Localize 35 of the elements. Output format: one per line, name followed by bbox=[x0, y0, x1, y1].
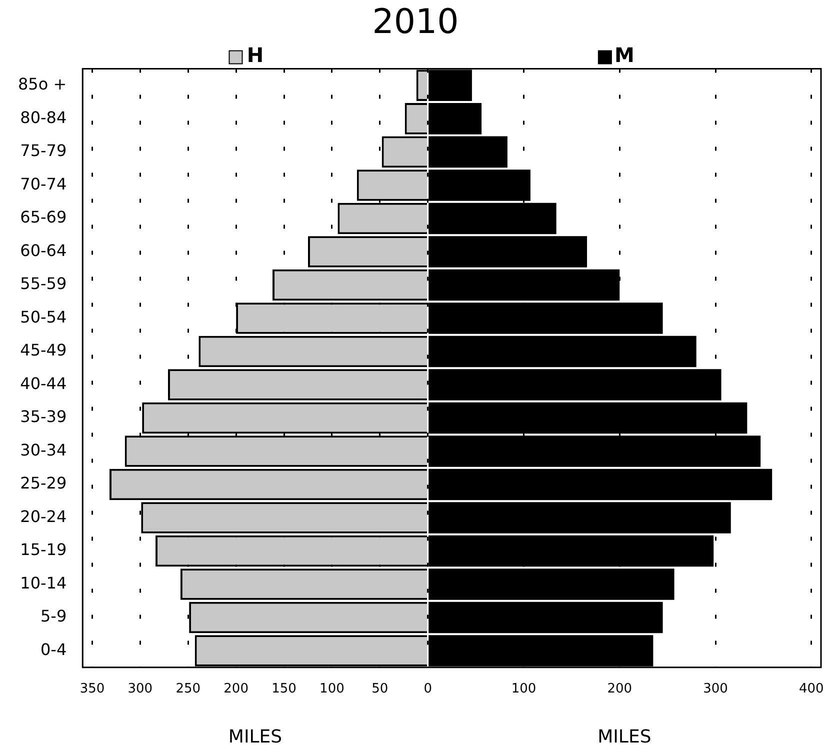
y-tick-label: 10-14 bbox=[20, 573, 67, 592]
x-tick-label: 200 bbox=[607, 682, 632, 697]
x-tick-label: 200 bbox=[224, 682, 248, 697]
y-tick-label: 20-24 bbox=[20, 506, 67, 526]
y-tick-label: 15-19 bbox=[20, 540, 67, 560]
x-tick-label: 400 bbox=[798, 682, 824, 697]
y-tick-label: 35-39 bbox=[20, 407, 67, 426]
x-tick-label: 100 bbox=[320, 682, 344, 697]
x-axis-title: MILES bbox=[228, 726, 282, 748]
x-tick-label: 300 bbox=[703, 682, 728, 697]
legend-label: M bbox=[614, 43, 634, 68]
x-tick-label: 150 bbox=[272, 682, 296, 697]
x-tick-label: 300 bbox=[128, 682, 153, 697]
legend-label: H bbox=[246, 43, 264, 68]
y-tick-label: 55-59 bbox=[20, 274, 67, 294]
y-tick-label: 45-49 bbox=[20, 340, 67, 360]
y-tick-label: 80-84 bbox=[20, 108, 67, 127]
y-tick-label: 0-4 bbox=[40, 640, 67, 659]
y-tick-label: 5-9 bbox=[40, 606, 67, 626]
y-tick-label: 85o + bbox=[18, 74, 67, 94]
chart-title: 2010 bbox=[372, 2, 459, 42]
x-tick-label: 350 bbox=[80, 682, 105, 697]
y-tick-label: 70-74 bbox=[20, 174, 67, 194]
x-tick-label: 0 bbox=[424, 682, 432, 697]
y-tick-label: 50-54 bbox=[20, 307, 67, 326]
text: MILES bbox=[598, 726, 652, 748]
y-tick-label: 25-29 bbox=[20, 474, 67, 493]
x-tick-label: 50 bbox=[372, 682, 388, 697]
y-tick-label: 75-79 bbox=[20, 141, 67, 160]
y-tick-label: 60-64 bbox=[20, 240, 67, 260]
y-tick-label: 30-34 bbox=[20, 440, 67, 460]
y-tick-label: 65-69 bbox=[20, 208, 67, 227]
x-tick-label: 100 bbox=[511, 682, 536, 697]
x-tick-label: 250 bbox=[176, 682, 201, 697]
y-tick-label: 40-44 bbox=[20, 374, 67, 393]
